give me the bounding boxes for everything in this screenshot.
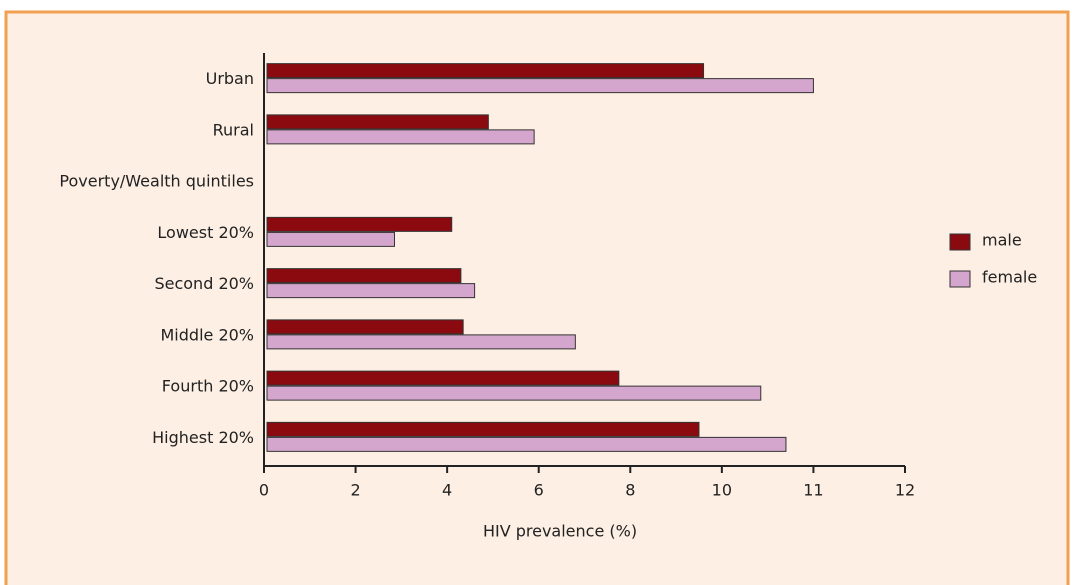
y-tick-label: Urban	[206, 69, 254, 88]
bar	[266, 268, 462, 284]
x-tick-label: 6	[534, 481, 544, 500]
x-tick-label: 2	[350, 481, 360, 500]
bar	[266, 129, 535, 145]
y-tick-label: Second 20%	[154, 274, 254, 293]
legend-label: male	[982, 231, 1022, 250]
bar	[266, 231, 395, 247]
x-tick-label: 0	[259, 481, 269, 500]
bar	[266, 421, 700, 437]
frame	[4, 10, 1070, 585]
y-tick-label: Rural	[213, 120, 254, 139]
bar	[266, 283, 476, 299]
bar	[266, 78, 814, 94]
x-tick-label: 11	[803, 481, 823, 500]
x-tick-label: 4	[442, 481, 452, 500]
bar	[266, 216, 453, 232]
y-tick-label: Lowest 20%	[157, 223, 254, 242]
y-tick-label: Highest 20%	[152, 428, 254, 447]
bar	[266, 114, 489, 130]
bar	[266, 334, 576, 350]
y-tick-label: Fourth 20%	[162, 377, 254, 396]
x-tick-label: 10	[712, 481, 732, 500]
x-axis-label: HIV prevalence (%)	[483, 522, 637, 541]
bar	[266, 385, 762, 401]
legend-swatch	[949, 270, 971, 288]
y-tick-label: Middle 20%	[161, 325, 255, 344]
bar	[266, 63, 705, 79]
x-tick-label: 12	[895, 481, 915, 500]
x-tick-label: 8	[625, 481, 635, 500]
bar	[266, 370, 620, 386]
bar	[266, 319, 464, 335]
legend-swatch	[949, 233, 971, 251]
y-tick-label: Poverty/Wealth quintiles	[59, 172, 254, 191]
legend-label: female	[982, 268, 1037, 287]
bar	[266, 436, 787, 452]
